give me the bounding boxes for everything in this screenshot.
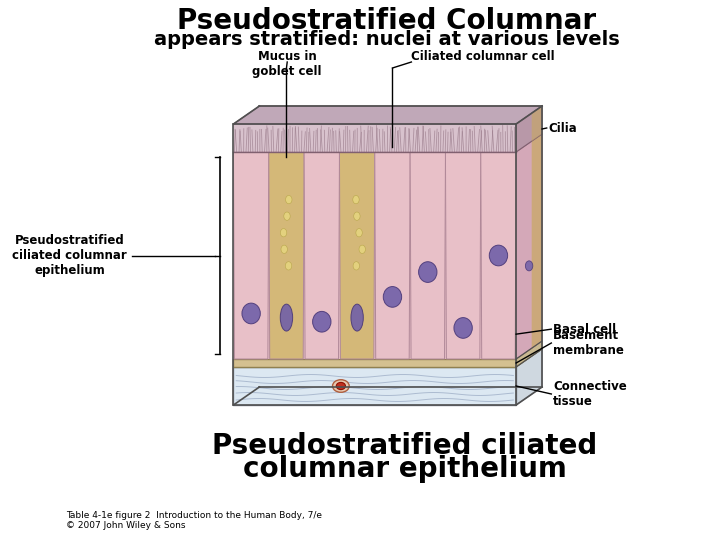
Bar <box>233 152 516 359</box>
Ellipse shape <box>353 195 359 204</box>
Text: Connective
tissue: Connective tissue <box>553 380 627 408</box>
Ellipse shape <box>351 304 364 331</box>
Ellipse shape <box>454 318 472 338</box>
Bar <box>233 124 516 152</box>
Text: Cilia: Cilia <box>549 122 577 134</box>
Polygon shape <box>375 152 410 359</box>
Ellipse shape <box>242 303 261 324</box>
Ellipse shape <box>418 262 437 282</box>
Polygon shape <box>410 152 446 359</box>
Text: appears stratified: nuclei at various levels: appears stratified: nuclei at various le… <box>153 30 619 49</box>
Polygon shape <box>339 152 375 359</box>
Text: Mucus in
goblet cell: Mucus in goblet cell <box>253 50 322 78</box>
Text: Basement
membrane: Basement membrane <box>553 329 624 357</box>
Text: Table 4-1e figure 2  Introduction to the Human Body, 7/e: Table 4-1e figure 2 Introduction to the … <box>66 511 322 520</box>
Polygon shape <box>531 106 542 141</box>
Text: Ciliated columnar cell: Ciliated columnar cell <box>411 50 555 63</box>
Text: columnar epithelium: columnar epithelium <box>243 455 567 483</box>
Ellipse shape <box>284 212 290 220</box>
Ellipse shape <box>333 380 349 392</box>
Text: Basal cell: Basal cell <box>553 323 616 336</box>
Polygon shape <box>269 152 304 359</box>
Ellipse shape <box>285 262 292 270</box>
Ellipse shape <box>312 312 331 332</box>
Polygon shape <box>304 152 339 359</box>
Ellipse shape <box>286 195 292 204</box>
Text: © 2007 John Wiley & Sons: © 2007 John Wiley & Sons <box>66 521 185 530</box>
Polygon shape <box>516 349 542 405</box>
Bar <box>233 367 516 405</box>
Polygon shape <box>233 152 269 359</box>
Ellipse shape <box>280 228 287 237</box>
Bar <box>233 359 516 367</box>
Ellipse shape <box>280 304 292 331</box>
Ellipse shape <box>336 382 346 389</box>
Polygon shape <box>516 134 542 359</box>
Ellipse shape <box>490 245 508 266</box>
Polygon shape <box>516 341 542 367</box>
Ellipse shape <box>353 262 359 270</box>
Polygon shape <box>446 152 481 359</box>
Polygon shape <box>531 134 542 348</box>
Text: Pseudostratified ciliated: Pseudostratified ciliated <box>212 432 598 460</box>
Polygon shape <box>233 349 542 367</box>
Ellipse shape <box>383 287 402 307</box>
Ellipse shape <box>526 261 533 271</box>
Ellipse shape <box>354 212 360 220</box>
Polygon shape <box>481 152 516 359</box>
Polygon shape <box>516 106 542 152</box>
Ellipse shape <box>356 228 362 237</box>
Text: Pseudostratified
ciliated columnar
epithelium: Pseudostratified ciliated columnar epith… <box>12 234 127 277</box>
Bar <box>233 124 516 405</box>
Ellipse shape <box>359 245 366 253</box>
Text: Pseudostratified Columnar: Pseudostratified Columnar <box>177 7 596 35</box>
Ellipse shape <box>281 245 287 253</box>
Polygon shape <box>233 106 542 124</box>
